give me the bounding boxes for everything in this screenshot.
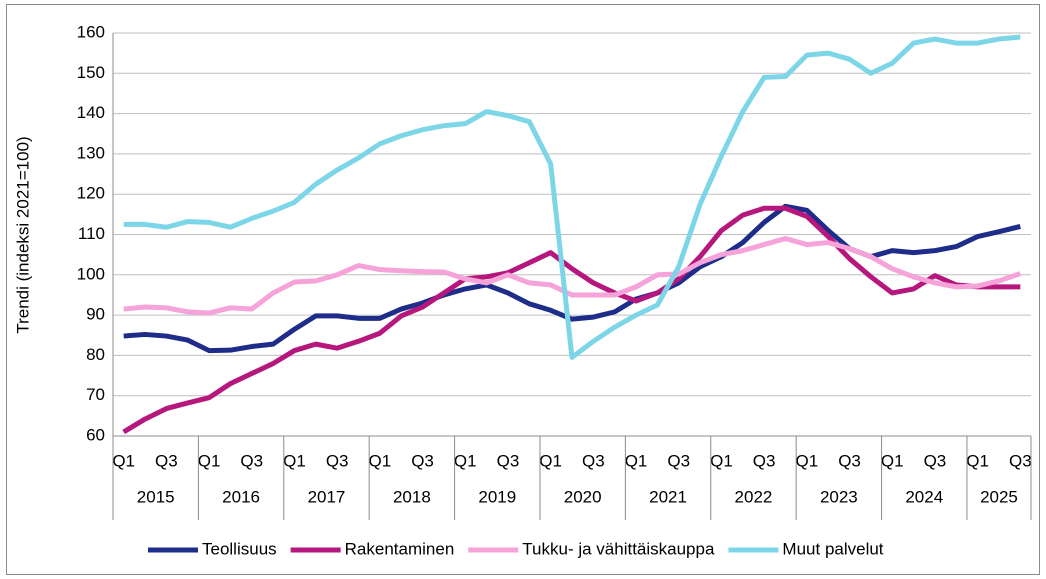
x-tick-label: Q3 xyxy=(1009,451,1032,470)
x-tick-label: Q1 xyxy=(710,451,733,470)
x-tick-label: Q3 xyxy=(240,451,263,470)
series-line xyxy=(123,236,1022,316)
x-tick-label: Q1 xyxy=(539,451,562,470)
y-tick-label: 160 xyxy=(77,22,105,41)
y-tick-label: 100 xyxy=(77,264,105,283)
x-tick-label: Q1 xyxy=(625,451,648,470)
x-tick-label: Q1 xyxy=(283,451,306,470)
x-tick-label: Q1 xyxy=(112,451,135,470)
x-tick-label: Q1 xyxy=(966,451,989,470)
x-tick-label: Q3 xyxy=(411,451,434,470)
x-tick-label: Q3 xyxy=(924,451,947,470)
x-tick-label: Q3 xyxy=(582,451,605,470)
x-group-label: 2021 xyxy=(649,487,687,506)
y-tick-label: 90 xyxy=(86,305,105,324)
x-tick-label: Q1 xyxy=(795,451,818,470)
legend-label: Rakentaminen xyxy=(345,539,455,558)
x-tick-label: Q3 xyxy=(838,451,861,470)
x-group-label: 2022 xyxy=(735,487,773,506)
y-axis-title: Trendi (indeksi 2021=100) xyxy=(13,136,32,333)
series-line xyxy=(122,205,1021,435)
y-tick-label: 140 xyxy=(77,103,105,122)
series-line xyxy=(123,203,1021,354)
chart-border xyxy=(6,4,1040,575)
x-group-label: 2024 xyxy=(905,487,943,506)
x-group-label: 2015 xyxy=(137,487,175,506)
x-tick-label: Q1 xyxy=(454,451,477,470)
series-line xyxy=(123,34,1021,360)
x-tick-label: Q3 xyxy=(155,451,178,470)
x-tick-label: Q1 xyxy=(369,451,392,470)
y-tick-label: 60 xyxy=(86,425,105,444)
x-group-label: 2018 xyxy=(393,487,431,506)
x-group-label: 2020 xyxy=(564,487,602,506)
x-tick-label: Q3 xyxy=(753,451,776,470)
x-group-label: 2019 xyxy=(478,487,516,506)
x-tick-label: Q3 xyxy=(667,451,690,470)
x-group-label: 2017 xyxy=(308,487,346,506)
legend-label: Tukku- ja vähittäiskauppa xyxy=(522,539,715,558)
legend-label: Muut palvelut xyxy=(782,539,883,558)
y-tick-label: 70 xyxy=(86,385,105,404)
y-tick-label: 150 xyxy=(77,63,105,82)
x-group-label: 2023 xyxy=(820,487,858,506)
y-tick-label: 80 xyxy=(86,345,105,364)
y-tick-label: 110 xyxy=(78,224,105,243)
x-tick-label: Q3 xyxy=(326,451,349,470)
x-group-label: 2025 xyxy=(980,487,1018,506)
x-tick-label: Q3 xyxy=(497,451,520,470)
x-tick-label: Q1 xyxy=(881,451,904,470)
x-tick-label: Q1 xyxy=(198,451,221,470)
y-tick-label: 130 xyxy=(77,143,105,162)
legend-label: Teollisuus xyxy=(202,539,277,558)
y-tick-label: 120 xyxy=(77,184,105,203)
x-group-label: 2016 xyxy=(222,487,260,506)
